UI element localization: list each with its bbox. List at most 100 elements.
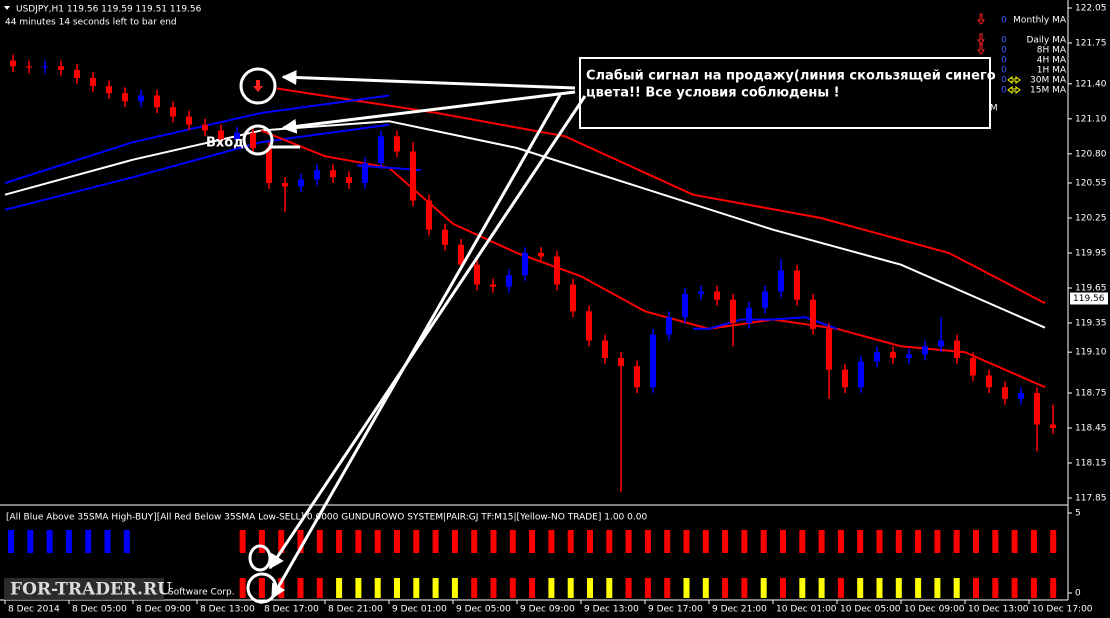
signal-bar [567,530,574,553]
candle-body [778,270,784,292]
signal-bar [876,530,883,553]
arrow [268,95,587,570]
candle-body [250,132,256,148]
signal-bar [664,530,671,553]
candle-body [906,354,912,358]
candle-body [298,179,304,187]
y-tick-label: 5 [1075,509,1081,519]
signal-bar [664,578,671,598]
annotation-line: Слабый сигнал на продажу(линия скользяще… [586,69,996,84]
y-tick-label: 117.85 [1075,494,1107,504]
y-tick-label: 120.55 [1075,179,1107,189]
candle-body [378,136,384,164]
candle-body [410,151,416,201]
signal-bar [490,530,497,553]
signal-bar [992,578,999,598]
highlight-circle [248,544,272,572]
candle-body [282,183,288,187]
candle-body [314,170,320,180]
signal-bar [297,530,304,553]
signal-bar [741,578,748,598]
signal-bar [104,530,111,553]
legend-label: 1H MA [1037,66,1067,76]
legend-label: 15M MA [1030,86,1067,96]
candle-body [58,66,64,70]
legend-label: 8H MA [1037,46,1067,56]
signal-bar [451,530,458,553]
candle-body [954,340,960,358]
highlight-circle [239,67,277,105]
candle-body [730,299,736,323]
signal-bar [1011,578,1018,598]
entry-label: Вход [206,136,244,151]
signal-bar [895,578,902,598]
ma-line [4,94,390,184]
ma-line [4,120,1046,329]
legend-status: 0 [1001,86,1007,96]
annotation-line: цвета!! Все условия соблюдены ! [586,86,840,101]
candle-body [650,334,656,388]
candle-body [858,361,864,388]
legend-status: 0 [1001,46,1007,56]
indicator-title: [All Blue Above 35SMA High-BUY][All Red … [6,513,647,523]
candle-body [618,358,624,367]
candle-body [506,275,512,287]
signal-bar [123,530,130,553]
y-tick-label: 118.45 [1075,424,1107,434]
candle-body [1002,387,1008,399]
signal-bar [1050,530,1057,553]
highlight-circle [242,124,274,156]
signal-bar [239,530,246,553]
signal-bar [471,578,478,598]
signal-bar [8,530,14,553]
signal-bar [702,578,709,598]
signal-bar [818,578,825,598]
candle-body [10,60,16,67]
candle-body [570,284,576,312]
x-tick-label: 9 Dec 01:00 [392,605,447,615]
candle-body [522,253,528,276]
signal-bar [65,530,72,553]
signal-bar [973,530,979,553]
x-tick-label: 9 Dec 17:00 [648,605,703,615]
signal-bar [432,578,439,598]
candle-body [266,148,272,183]
signal-bar [606,578,613,598]
candle-body [330,170,336,178]
y-tick-label: 118.75 [1075,389,1107,399]
candle-body [554,256,560,285]
watermark-box [4,578,164,600]
signal-bar [915,578,922,598]
candle-body [170,107,176,117]
signal-bar [799,530,806,553]
signal-bar [336,578,343,598]
candle-body [106,86,112,94]
signal-bar [316,530,323,553]
signal-bar [722,578,729,598]
candle-body [42,66,48,68]
y-tick-label: 120.80 [1075,149,1107,159]
y-tick-label: 119.95 [1075,249,1107,259]
candle-body [666,317,672,335]
candle-body [938,340,944,347]
x-tick-label: 10 Dec 01:00 [776,605,837,615]
candle-body [634,366,640,388]
x-tick-label: 8 Dec 09:00 [136,605,191,615]
signal-bar [780,530,786,553]
x-tick-label: 10 Dec 05:00 [840,605,901,615]
signal-bar [316,578,323,598]
signal-bar [1030,530,1037,553]
candle-body [234,132,240,140]
candle-body [922,346,928,355]
signal-bar [683,530,690,553]
candle-body [202,124,208,131]
arrow [281,90,576,134]
candle-body [602,340,608,358]
candle-body [794,270,800,300]
signal-bar [606,530,613,553]
signal-bar [857,530,864,553]
signal-bar [644,530,651,553]
signal-bar [27,530,34,553]
legend-label: 4H MA [1037,56,1067,66]
